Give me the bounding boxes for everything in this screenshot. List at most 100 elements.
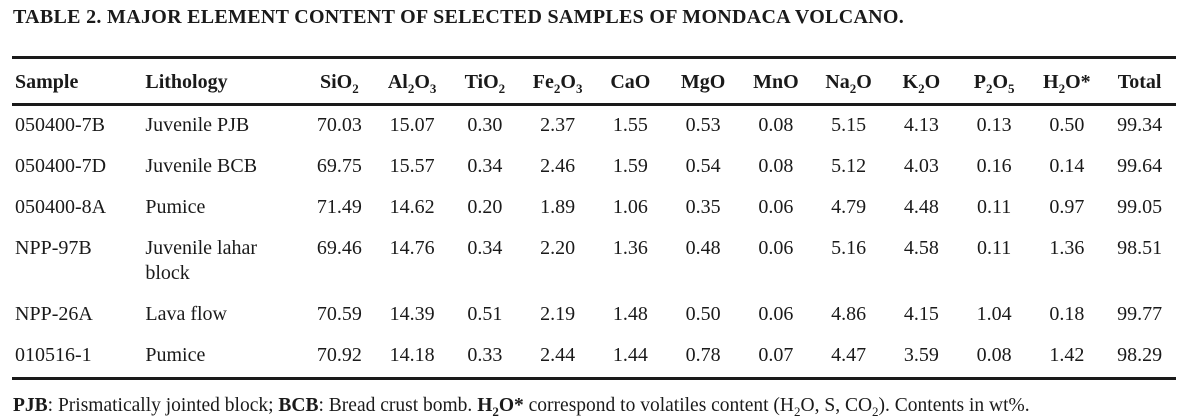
text-run: Total (1117, 71, 1162, 93)
header-row: Sample Lithology SiO2 Al2O3 TiO2 Fe2O3 CaO MgO M… (12, 57, 1176, 106)
value-cell: 1.55 (612, 114, 648, 136)
table-row: NPP-26A Lava flow 70.59 14.39 0.51 2.19 1.48 0.… (12, 295, 1176, 336)
value-cell: 0.11 (976, 196, 1012, 218)
text-run: 2 (498, 81, 506, 96)
value-cell: 4.86 (831, 303, 867, 325)
text-run: Na (825, 71, 850, 93)
value-cell: 99.34 (1117, 114, 1163, 136)
text-run: ). Contents in wt%. (878, 395, 1030, 416)
value-cell: 1.36 (612, 237, 648, 259)
text-run: 3 (575, 81, 583, 96)
value-cell: 5.15 (831, 114, 867, 136)
value-cell: 98.29 (1117, 344, 1163, 366)
column-header-p2o5: P2O5 (957, 57, 1031, 106)
text-run: CaO (610, 71, 651, 93)
text-run: PJB (13, 395, 48, 416)
sample-cell: NPP-26A (15, 303, 93, 325)
lithology-cell: Juvenile lahar block (145, 237, 257, 284)
column-header-al2o3: Al2O3 (375, 57, 449, 106)
text-run: O (924, 71, 941, 93)
sample-cell: NPP-97B (15, 237, 92, 259)
value-cell: 2.46 (540, 155, 576, 177)
value-cell: 0.08 (758, 155, 794, 177)
column-header-k2o: K2O (884, 57, 958, 106)
value-cell: 0.13 (976, 114, 1012, 136)
text-run: O (856, 71, 872, 93)
text-run: 2 (985, 81, 993, 96)
text-run: P (973, 71, 986, 93)
column-header-mgo: MgO (666, 57, 740, 106)
value-cell: 0.16 (976, 155, 1012, 177)
lithology-cell: Lava flow (145, 303, 227, 325)
text-run: Al (387, 71, 408, 93)
table-row: 050400-7B Juvenile PJB 70.03 15.07 0.30 2.37 1… (12, 105, 1176, 148)
value-cell: 0.78 (685, 344, 721, 366)
table-body: 050400-7B Juvenile PJB 70.03 15.07 0.30 2.37 1… (12, 105, 1176, 379)
value-cell: 0.51 (467, 303, 503, 325)
table-row: 050400-8A Pumice 71.49 14.62 0.20 1.89 1.06 0.3… (12, 188, 1176, 229)
sample-cell: 050400-7B (15, 114, 105, 136)
column-header-fe2o3: Fe2O3 (521, 57, 594, 106)
value-cell: 0.34 (467, 237, 503, 259)
major-element-table: Sample Lithology SiO2 Al2O3 TiO2 Fe2O3 CaO MgO M… (12, 56, 1176, 380)
text-run: 2 (553, 81, 561, 96)
lithology-cell: Pumice (145, 344, 206, 366)
value-cell: 4.03 (903, 155, 939, 177)
text-run: : Bread crust bomb. (318, 395, 478, 416)
value-cell: 0.35 (685, 196, 721, 218)
value-cell: 2.44 (540, 344, 576, 366)
value-cell: 0.50 (1049, 114, 1085, 136)
column-header-total: Total (1103, 57, 1176, 106)
value-cell: 99.77 (1117, 303, 1163, 325)
text-run: O (992, 71, 1008, 93)
text-run: correspond to volatiles content (H (523, 395, 795, 416)
value-cell: 0.11 (976, 237, 1012, 259)
value-cell: 14.39 (389, 303, 435, 325)
value-cell: 1.59 (612, 155, 648, 177)
value-cell: 2.19 (540, 303, 576, 325)
value-cell: 2.37 (540, 114, 576, 136)
value-cell: 15.07 (389, 114, 435, 136)
text-run: SiO (319, 71, 353, 93)
text-run: MnO (753, 71, 799, 93)
text-run: 2 (407, 81, 415, 96)
value-cell: 4.13 (903, 114, 939, 136)
text-run: 2 (352, 81, 359, 96)
value-cell: 14.18 (389, 344, 435, 366)
value-cell: 4.15 (903, 303, 939, 325)
value-cell: 69.75 (316, 155, 362, 177)
value-cell: 4.48 (903, 196, 939, 218)
column-header-sample: Sample (12, 57, 143, 106)
value-cell: 15.57 (389, 155, 435, 177)
text-run: Fe (532, 71, 554, 93)
text-run: O (414, 71, 430, 93)
text-run: K (902, 71, 919, 93)
value-cell: 0.06 (758, 196, 794, 218)
text-run: H (1043, 71, 1059, 93)
value-cell: 0.08 (758, 114, 794, 136)
value-cell: 0.06 (758, 237, 794, 259)
text-run: 2 (918, 81, 925, 96)
sample-cell: 050400-8A (15, 196, 107, 218)
text-run: O, S, CO (800, 395, 873, 416)
value-cell: 99.05 (1117, 196, 1163, 218)
lithology-cell: Juvenile BCB (145, 155, 258, 177)
text-run: O (560, 71, 576, 93)
text-run: 3 (429, 81, 437, 96)
lithology-cell: Pumice (145, 196, 206, 218)
table-row: 050400-7D Juvenile BCB 69.75 15.57 0.34 2.46 1… (12, 147, 1176, 188)
column-header-tio2: TiO2 (448, 57, 522, 106)
lithology-cell: Juvenile PJB (145, 114, 250, 136)
value-cell: 70.59 (316, 303, 362, 325)
text-run: Sample (15, 71, 79, 93)
text-run: TiO (464, 71, 499, 93)
text-run: : Prismatically jointed block; (47, 395, 279, 416)
value-cell: 71.49 (316, 196, 362, 218)
value-cell: 1.42 (1049, 344, 1085, 366)
text-run: 2 (492, 403, 499, 417)
text-run: MgO (680, 71, 726, 93)
text-run: 2 (1058, 81, 1066, 96)
value-cell: 3.59 (903, 344, 939, 366)
value-cell: 14.62 (389, 196, 435, 218)
